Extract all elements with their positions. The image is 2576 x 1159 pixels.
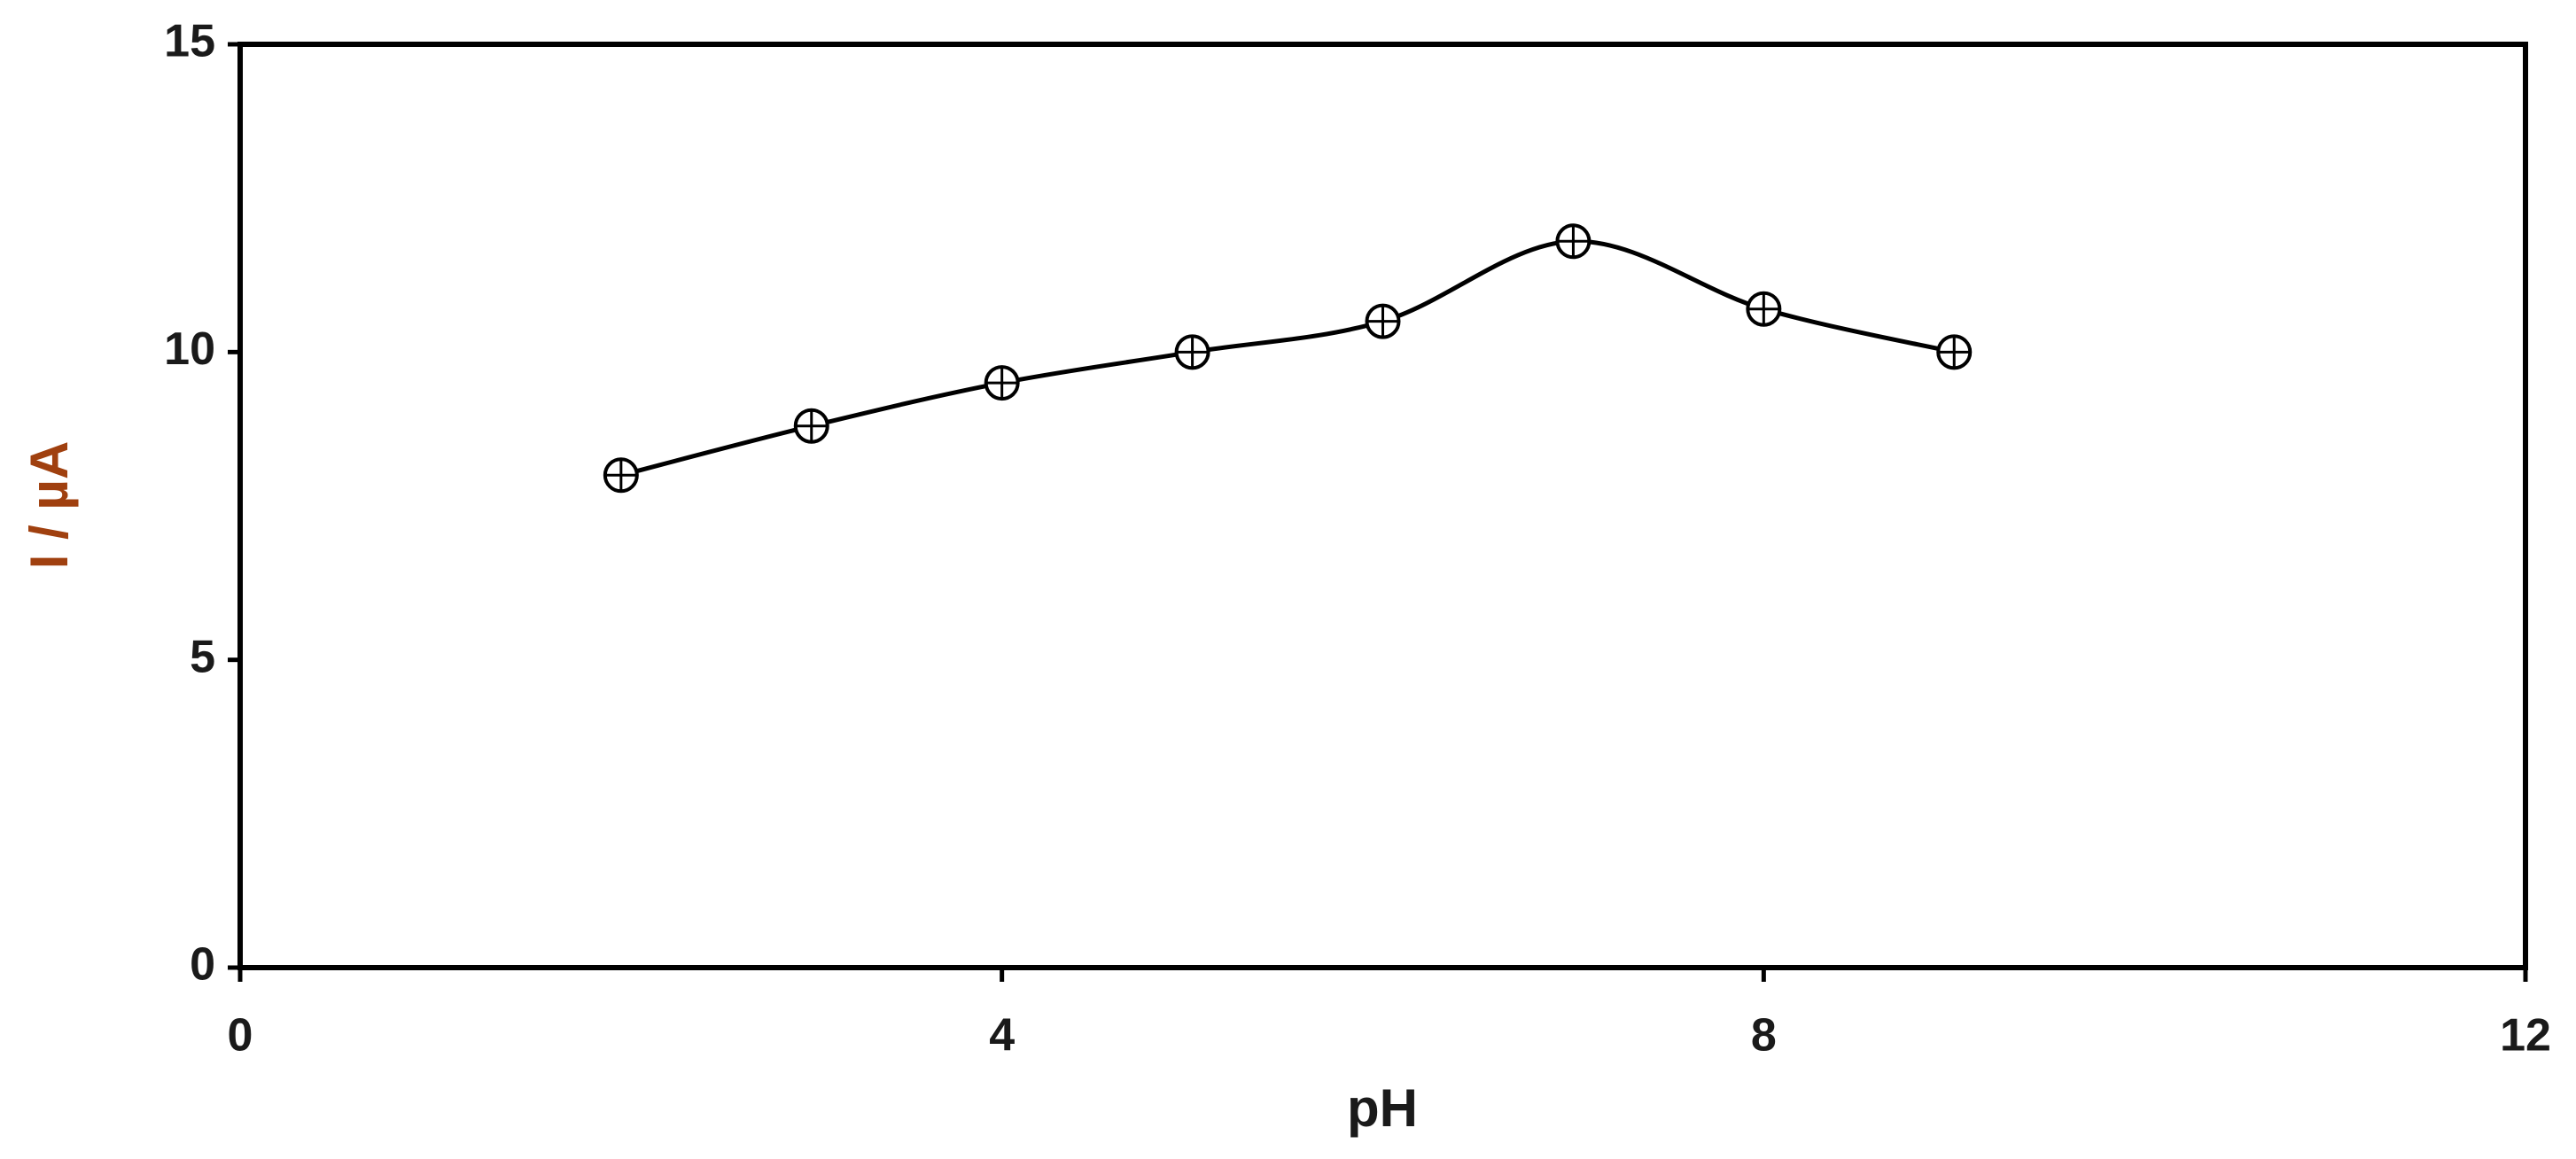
data-point (603, 457, 639, 494)
data-point (984, 365, 1020, 401)
x-tick-label: 12 (2500, 1010, 2551, 1062)
data-point (1365, 303, 1401, 339)
x-tick-label: 8 (1751, 1010, 1777, 1062)
y-tick-label: 15 (164, 16, 215, 67)
data-point (793, 408, 829, 444)
data-line (620, 238, 1955, 478)
y-tick-label: 5 (190, 631, 215, 682)
x-tick-label: 0 (228, 1010, 253, 1062)
y-axis-label: I / µA (19, 441, 79, 570)
data-point (1746, 291, 1782, 327)
data-point (1555, 223, 1592, 260)
y-tick-label: 0 (190, 939, 215, 991)
x-axis-label: pH (1347, 1078, 1418, 1138)
data-point (1936, 334, 1973, 370)
y-tick-label: 10 (164, 323, 215, 375)
data-point (1174, 334, 1210, 370)
plot-frame (237, 42, 2528, 970)
x-tick-label: 4 (989, 1010, 1015, 1062)
